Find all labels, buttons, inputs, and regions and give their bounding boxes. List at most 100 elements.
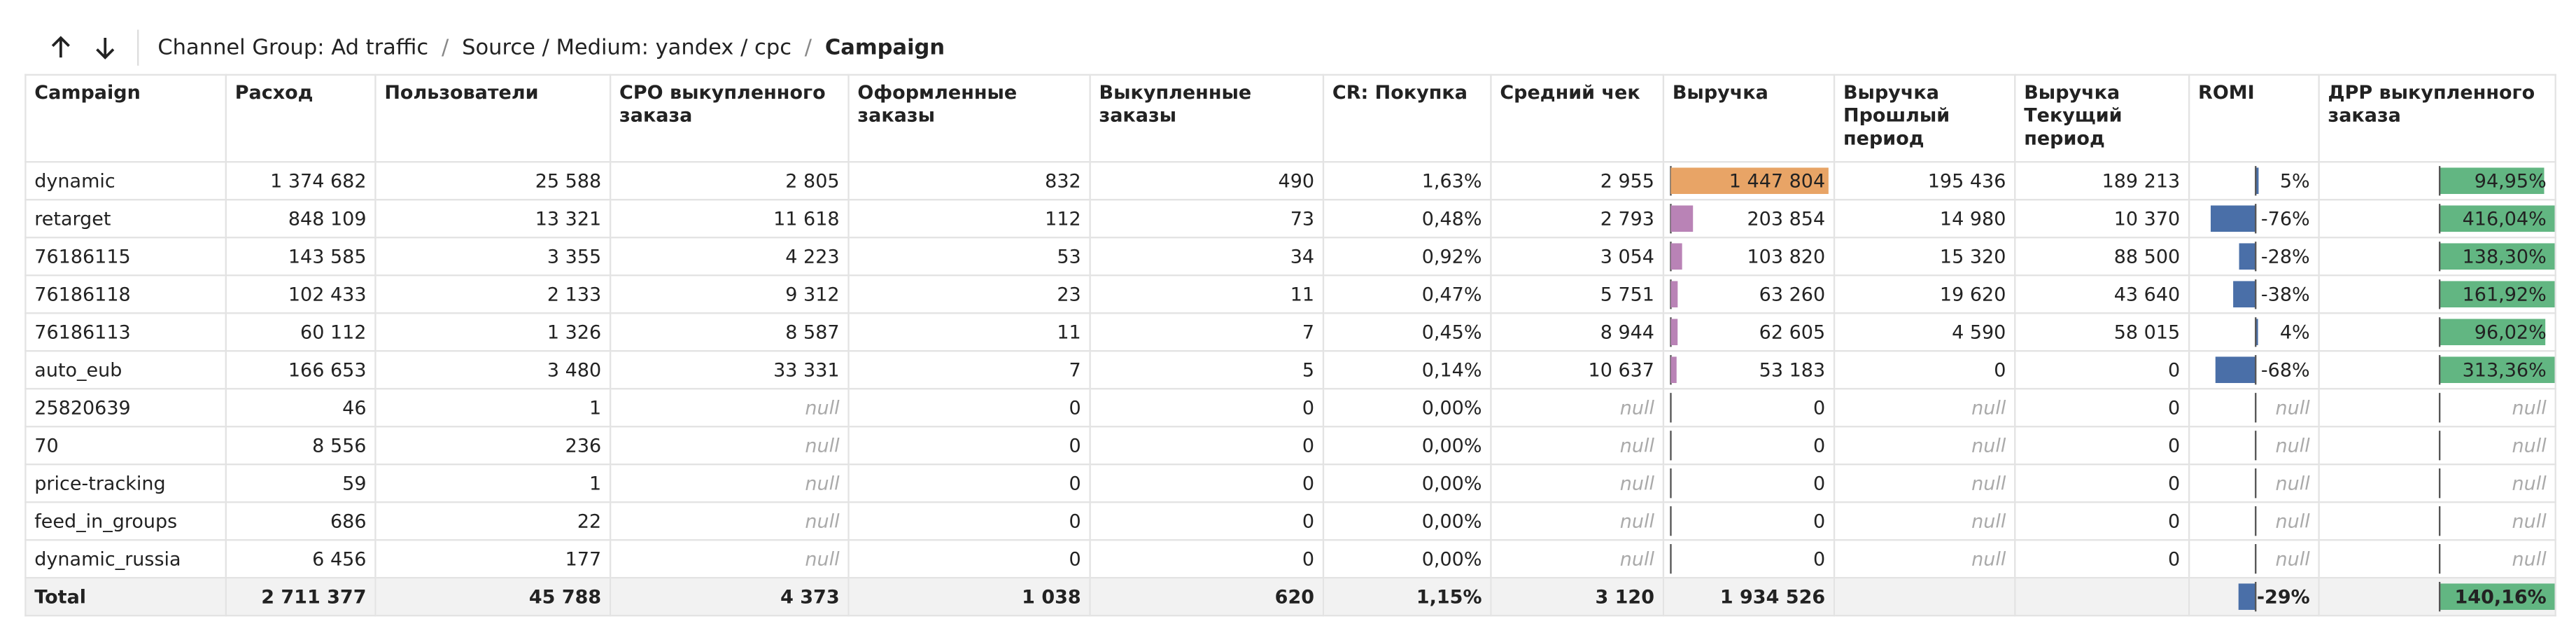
cell-value: null <box>2512 433 2547 457</box>
table-cell: 1 374 682 <box>225 161 376 201</box>
romi-bar <box>2238 583 2256 610</box>
cell-value: 0 <box>1813 471 1826 495</box>
bar-cell <box>2255 468 2257 499</box>
table-cell: 59 <box>225 464 376 503</box>
sort-arrows[interactable] <box>43 29 141 66</box>
column-header: ROMI <box>2188 74 2320 163</box>
table-cell: null <box>609 501 850 541</box>
table-cell: 4 590 <box>1833 312 2016 352</box>
cell-value: retarget <box>34 207 111 230</box>
column-header: Оформленные заказы <box>847 74 1091 163</box>
table-cell: 0 <box>2014 539 2190 579</box>
cell-value: 0,48% <box>1421 207 1482 230</box>
cell-value: 94,95% <box>2474 169 2547 193</box>
table-cell: 88 500 <box>2014 237 2190 277</box>
table-cell: null <box>1833 464 2016 503</box>
table-cell: 0,47% <box>1322 274 1492 314</box>
bar-cell <box>2438 242 2554 272</box>
cell-value: 6 456 <box>312 547 367 571</box>
cell-value: 1 447 804 <box>1729 169 1826 193</box>
table-cell: 0 <box>2014 426 2190 466</box>
cell-value: -28% <box>2260 244 2310 268</box>
table-cell: 25 588 <box>374 161 612 201</box>
cell-value: 53 <box>1057 244 1081 268</box>
table-cell: 5% <box>2188 161 2320 201</box>
table-cell: 62 605 <box>1662 312 1836 352</box>
table-cell: 0 <box>1089 426 1325 466</box>
cell-value: 45 788 <box>528 585 602 608</box>
cell-value: 0 <box>1302 433 1315 457</box>
table-cell: 143 585 <box>225 237 376 277</box>
cell-value: null <box>2275 471 2310 495</box>
cell-value: 11 618 <box>773 207 840 230</box>
table-cell: 0,92% <box>1322 237 1492 277</box>
table-cell: 46 <box>225 388 376 428</box>
table-cell: 161,92% <box>2318 274 2556 314</box>
cell-value: 5 <box>1302 358 1315 382</box>
revenue-bar <box>1670 205 1694 232</box>
bar-cell <box>1670 393 1672 423</box>
cell-value: null <box>805 433 840 457</box>
bar-cell <box>2438 431 2441 461</box>
cell-value: null <box>2275 396 2310 419</box>
table-cell: 2 805 <box>609 161 850 201</box>
table-cell: 0,00% <box>1322 501 1492 541</box>
table-cell: null <box>1833 501 2016 541</box>
table-cell: null <box>609 388 850 428</box>
table-cell: 0 <box>847 539 1091 579</box>
cell-value: 76186115 <box>34 244 131 268</box>
table-cell: 11 <box>847 312 1091 352</box>
cell-value: 1 374 682 <box>270 169 367 193</box>
romi-bar <box>2210 205 2256 232</box>
cell-value: 76186113 <box>34 320 131 344</box>
table-cell: 0 <box>847 464 1091 503</box>
cell-value: 4 373 <box>780 585 840 608</box>
cell-value: 189 213 <box>2102 169 2181 193</box>
table-cell: 2 955 <box>1490 161 1665 201</box>
column-header: Пользователи <box>374 74 612 163</box>
table-cell: 60 112 <box>225 312 376 352</box>
table-cell: -38% <box>2188 274 2320 314</box>
bar-cell <box>2239 242 2257 272</box>
bar-cell <box>2215 355 2257 385</box>
table-cell: 11 618 <box>609 199 850 239</box>
table-cell: 0 <box>2014 501 2190 541</box>
cell-value: null <box>2512 396 2547 419</box>
table-cell: 70 <box>24 426 227 466</box>
table-cell: 832 <box>847 161 1091 201</box>
cell-value: -68% <box>2260 358 2310 382</box>
table-cell: null <box>609 426 850 466</box>
drr-bar <box>2440 205 2554 232</box>
column-header: Выручка Текущий период <box>2014 74 2190 163</box>
table-cell: price-tracking <box>24 464 227 503</box>
table-cell: 13 321 <box>374 199 612 239</box>
cell-value: 0 <box>1302 509 1315 533</box>
cell-value: null <box>1971 471 2006 495</box>
cell-value: 9 312 <box>785 282 840 306</box>
cell-value: 3 480 <box>547 358 602 382</box>
table-cell: 236 <box>374 426 612 466</box>
table-cell: 23 <box>847 274 1091 314</box>
table-cell: null <box>1833 539 2016 579</box>
cell-value: 686 <box>330 509 367 533</box>
bar-cell <box>1670 506 1672 536</box>
cell-value: 96,02% <box>2474 320 2547 344</box>
cell-value: 10 370 <box>2113 207 2181 230</box>
cell-value: null <box>2275 509 2310 533</box>
cell-value: null <box>2512 509 2547 533</box>
table-cell: 3 120 <box>1490 577 1665 617</box>
cell-value: null <box>1971 509 2006 533</box>
table-cell: 76186118 <box>24 274 227 314</box>
cell-value: 166 653 <box>288 358 367 382</box>
table-cell: 102 433 <box>225 274 376 314</box>
cell-value: 102 433 <box>288 282 367 306</box>
cell-value: 1,63% <box>1421 169 1482 193</box>
romi-bar <box>2255 319 2258 345</box>
cell-value: null <box>1619 547 1655 571</box>
cell-value: 0 <box>1302 471 1315 495</box>
breadcrumb: Channel Group: Ad traffic <box>157 35 429 60</box>
toolbar: Channel Group: Ad traffic / Source / Mediu… <box>43 29 945 66</box>
table-cell: 0 <box>1662 539 1836 579</box>
table-cell: 8 944 <box>1490 312 1665 352</box>
cell-value: 88 500 <box>2113 244 2181 268</box>
